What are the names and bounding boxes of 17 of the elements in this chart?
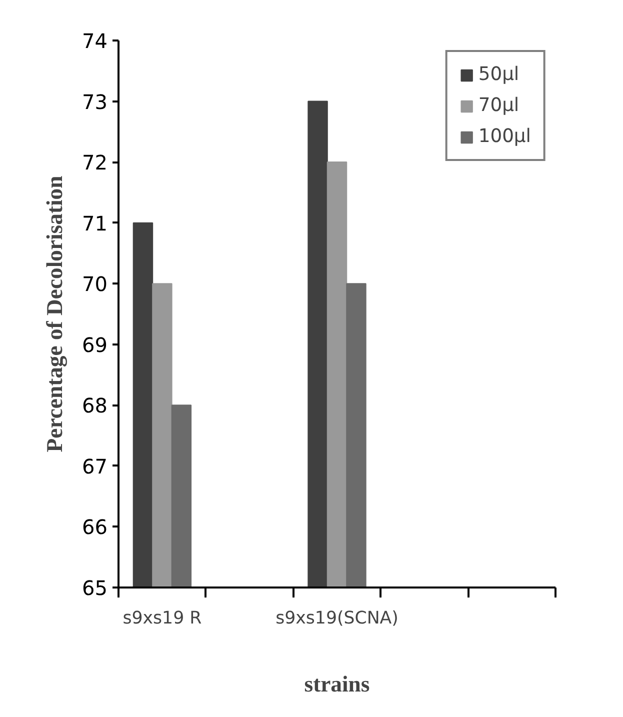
legend-label: 100µl [478,126,531,147]
legend-label: 50µl [478,64,520,85]
y-tick-label: 71 [82,211,108,236]
x-tick-label: s9xs19(SCNA) [276,608,398,628]
y-tick-label: 70 [82,272,108,296]
y-tick-label: 74 [82,29,108,53]
y-tick-label: 65 [82,576,108,600]
x-axis-title: strains [304,672,370,696]
x-tick-label: s9xs19 R [122,608,202,628]
y-tick-label: 73 [82,90,108,114]
y-tick-label: 68 [82,394,108,418]
legend-label: 70µl [478,95,520,116]
y-tick-label: 67 [82,454,108,478]
y-tick-label: 66 [82,515,108,540]
y-axis-title: Percentage of Decolorisation [42,175,68,452]
y-tick-label: 72 [82,150,108,175]
y-tick-label: 69 [82,332,108,357]
